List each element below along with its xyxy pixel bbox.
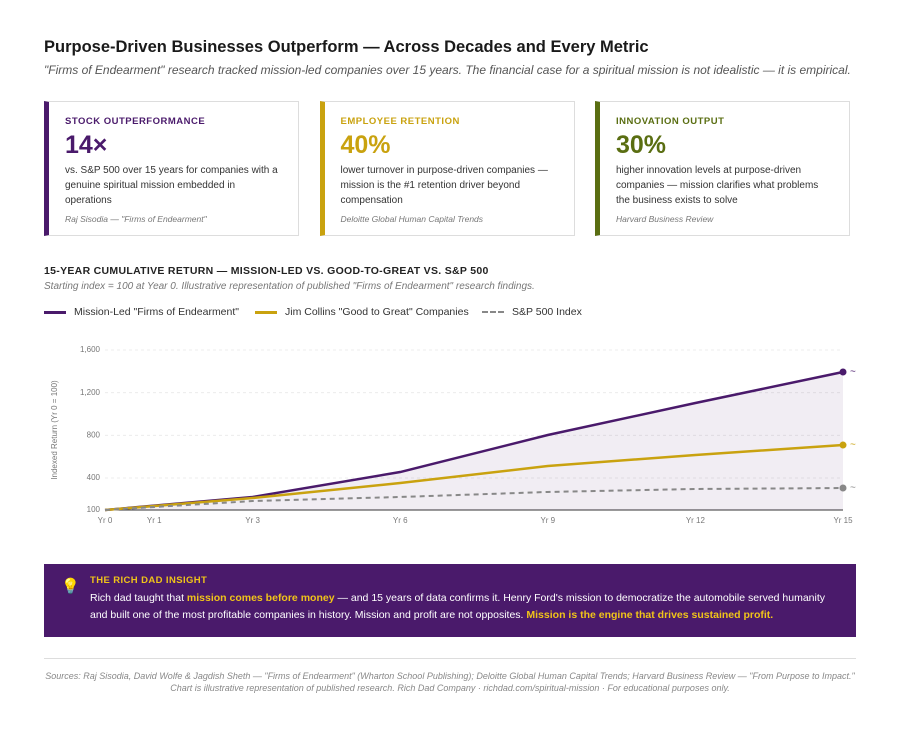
chart-title: 15-YEAR CUMULATIVE RETURN — MISSION-LED …	[44, 265, 489, 277]
text: — and 15 years of data confirms it. Henr…	[90, 592, 826, 621]
end-point	[839, 484, 847, 492]
text: Rich dad taught that	[90, 592, 187, 604]
y-tick-label: 1,200	[80, 388, 101, 397]
card-label: EMPLOYEE RETENTION	[340, 116, 460, 127]
x-tick-label: Yr 9	[540, 516, 555, 525]
end-marker: ~	[850, 367, 856, 378]
card-value: 14×	[65, 131, 108, 159]
legend-item: S&P 500 Index	[482, 306, 582, 318]
end-marker: ~	[850, 483, 856, 494]
icon: 💡	[61, 578, 80, 595]
chart-subtitle: Starting index = 100 at Year 0. Illustra…	[44, 281, 535, 292]
card-description: lower turnover in purpose-driven compani…	[340, 165, 548, 206]
insight: 💡 THE RICH DAD INSIGHT Rich dad taught t…	[44, 564, 856, 637]
legend-item: Jim Collins "Good to Great" Companies	[255, 306, 469, 318]
card-label: STOCK OUTPERFORMANCE	[65, 116, 206, 127]
end-marker: ~	[850, 440, 856, 451]
y-tick-label: 100	[87, 505, 101, 514]
stat-card: EMPLOYEE RETENTION 40% lower turnover in p…	[319, 101, 575, 236]
y-tick-label: 1,600	[80, 345, 101, 354]
end-point	[839, 368, 847, 376]
footer: Sources: Raj Sisodia, David Wolfe & Jagd…	[45, 671, 855, 693]
x-tick-label: Yr 3	[245, 516, 260, 525]
legend-swatch	[255, 310, 277, 314]
area	[105, 371, 843, 510]
y-tick-label: 400	[87, 473, 101, 482]
insight-label: THE RICH DAD INSIGHT	[90, 575, 208, 586]
card-value: 40%	[340, 131, 391, 159]
x-tick-label: Yr 0	[98, 516, 113, 525]
highlight-text: Mission is the engine that drives sustai…	[526, 608, 774, 621]
legend-label: Jim Collins "Good to Great" Companies	[285, 306, 469, 318]
legend-swatch	[44, 310, 66, 314]
highlight-text: mission comes before money	[186, 592, 335, 604]
card-source: Deloitte Global Human Capital Trends	[340, 214, 484, 224]
x-tick-label: Yr 1	[147, 516, 162, 525]
card-description: higher innovation levels at purpose-driv…	[616, 165, 819, 206]
subtitle: "Firms of Endearment" research tracked m…	[44, 63, 851, 77]
legend-label: S&P 500 Index	[512, 306, 582, 318]
y-tick-label: 800	[87, 430, 101, 439]
card-value: 30%	[616, 131, 667, 159]
title: Purpose-Driven Businesses Outperform — A…	[44, 38, 649, 56]
line	[104, 487, 844, 511]
legend-item: Mission-Led "Firms of Endearment"	[44, 306, 239, 318]
card-source: Raj Sisodia — "Firms of Endearment"	[65, 214, 207, 224]
y-axis-label: Indexed Return (Yr 0 = 100)	[50, 380, 59, 480]
stat-card: INNOVATION OUTPUT 30% higher innovation le…	[595, 101, 850, 236]
x-tick-label: Yr 6	[393, 516, 408, 525]
divider	[44, 658, 856, 659]
chart: 100 400 800 1,200 1,600 Yr 0 Yr 1 Yr 3 Yr 6 Yr 9 Y…	[50, 345, 856, 525]
x-tick-label: Yr 12	[686, 516, 706, 525]
card-label: INNOVATION OUTPUT	[616, 116, 725, 127]
legend-swatch	[482, 311, 504, 313]
card-source: Harvard Business Review	[616, 214, 714, 224]
stat-card: STOCK OUTPERFORMANCE 14× vs. S&P 500 over …	[44, 101, 299, 236]
x-tick-label: Yr 15	[833, 516, 853, 525]
line	[104, 443, 844, 512]
insight-text: Rich dad taught that mission comes befor…	[90, 590, 840, 623]
end-point	[839, 441, 847, 449]
card-description: vs. S&P 500 over 15 years for companies …	[65, 165, 278, 206]
legend-label: Mission-Led "Firms of Endearment"	[74, 306, 240, 318]
